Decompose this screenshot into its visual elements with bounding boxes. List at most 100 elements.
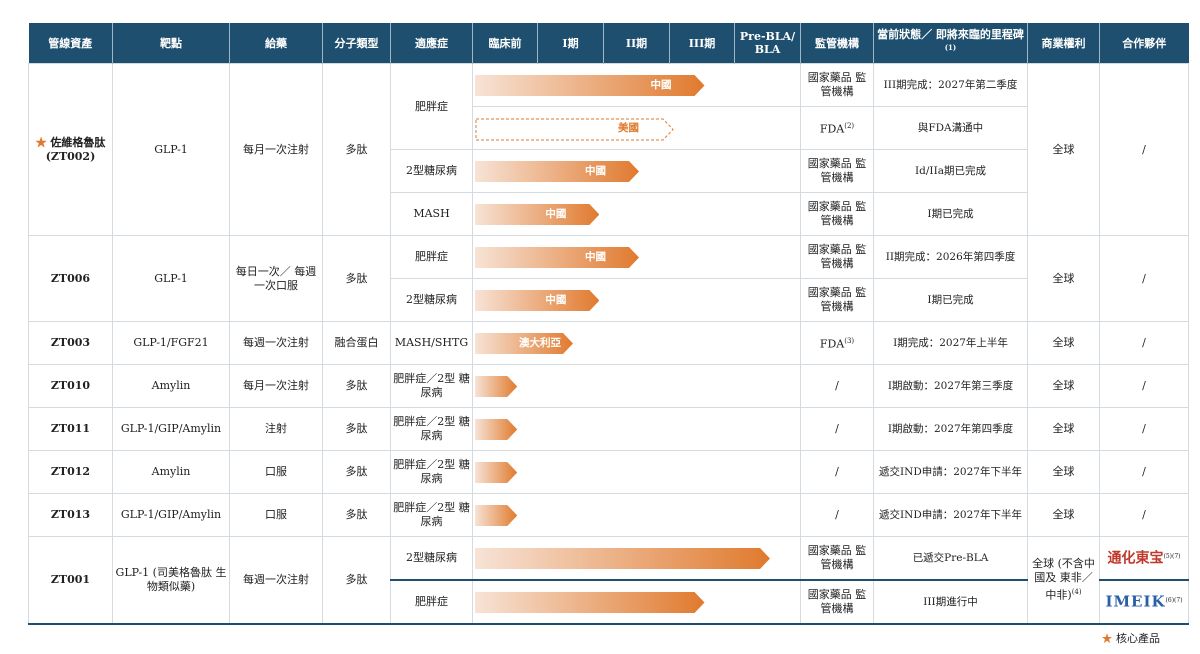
modality-cell: 多肽 — [322, 407, 391, 451]
header-status-label: 當前狀態／ 即將來臨的里程碑 — [877, 28, 1024, 42]
regulator-cell: / — [800, 407, 874, 451]
table-row: 肥胖症 國家藥品 監管機構 III期進行中 IMEIK(6)(7) — [29, 579, 1189, 625]
asset-name: ZT011 — [50, 422, 91, 435]
table-row: 2型糖尿病 中國 國家藥品 監管機構 I期已完成 — [29, 278, 1189, 322]
region-label: 中國 — [545, 208, 567, 220]
stage-bar: 美國 — [475, 118, 674, 141]
regulator-text: 國家藥品 監管機構 — [807, 243, 867, 270]
rights-text: 全球 — [1052, 465, 1075, 478]
indication-cell: 肥胖症 — [390, 235, 473, 279]
regulator-cell: 國家藥品 監管機構 — [800, 579, 874, 625]
stage-bar-shape — [475, 161, 639, 182]
asset-cell: ZT001 — [28, 536, 113, 625]
status-cell: 遞交IND申請：2027年下半年 — [873, 450, 1028, 494]
partner-cell: / — [1099, 450, 1189, 494]
regulator-text: 國家藥品 監管機構 — [807, 200, 867, 227]
status-cell: I期啟動：2027年第三季度 — [873, 364, 1028, 408]
stage-bar-shape — [475, 247, 639, 268]
target-cell: GLP-1/GIP/Amylin — [112, 493, 230, 537]
rights-cell: 全球 — [1027, 235, 1100, 322]
stage-bar-shape — [475, 333, 573, 354]
header-dosing: 給藥 — [229, 23, 323, 64]
header-phase1: I期 — [537, 23, 604, 64]
stage-bar-shape — [475, 204, 600, 225]
status-cell: I期已完成 — [873, 192, 1028, 236]
stage-bar-shape — [475, 118, 674, 141]
partner-logo: 通化東宝 — [1107, 550, 1164, 567]
header-row: 管線資產 靶點 給藥 分子類型 適應症 臨床前 I期 II期 III期 Pre-… — [28, 23, 1189, 64]
stage-bar-cell: 中國 — [472, 278, 801, 322]
header-rights: 商業權利 — [1027, 23, 1100, 64]
stage-bar-shape — [475, 505, 518, 526]
rights-text: 全球 — [1052, 336, 1075, 349]
rights-text: 全球 — [1052, 271, 1075, 285]
regulator-text: 國家藥品 監管機構 — [807, 544, 867, 571]
modality-cell: 多肽 — [322, 235, 391, 322]
region-label: 中國 — [545, 294, 567, 306]
header-indication: 適應症 — [390, 23, 473, 64]
regulator-cell: FDA(3) — [800, 321, 874, 365]
asset-name: ZT001 — [50, 573, 91, 586]
stage-bar — [475, 462, 518, 483]
stage-bar-shape — [475, 592, 705, 613]
asset-cell: ★ 佐維格魯肽 (ZT002) — [28, 63, 113, 236]
regulator-cell: 國家藥品 監管機構 — [800, 536, 874, 581]
indication-cell: 肥胖症 — [390, 579, 473, 625]
stage-bar-cell — [472, 493, 801, 537]
header-status-note: (1) — [944, 43, 957, 53]
regulator-text: 國家藥品 監管機構 — [807, 286, 867, 313]
rights-text: 全球 (不含中國及 東非／中非) — [1032, 557, 1095, 602]
modality-cell: 多肽 — [322, 493, 391, 537]
partner-cell: / — [1099, 407, 1189, 451]
regulator-cell: / — [800, 493, 874, 537]
indication-cell: 2型糖尿病 — [390, 536, 473, 581]
header-regulator: 監管機構 — [800, 23, 874, 64]
indication-cell: 肥胖症／2型 糖尿病 — [390, 450, 473, 494]
rights-note: (4) — [1071, 588, 1082, 597]
asset-cell: ZT013 — [28, 493, 113, 537]
indication-cell: 肥胖症 — [390, 63, 473, 150]
table-row: 美國 FDA(2) 與FDA溝通中 — [29, 106, 1189, 150]
legend-text: 核心產品 — [1116, 632, 1160, 645]
partner-cell: 通化東宝(5)(7) — [1099, 536, 1189, 581]
header-asset: 管線資產 — [28, 23, 113, 64]
partner-cell: / — [1099, 63, 1189, 236]
stage-bar-shape — [475, 548, 770, 569]
modality-cell: 融合蛋白 — [322, 321, 391, 365]
header-partner: 合作夥伴 — [1099, 23, 1189, 64]
regulator-text: 國家藥品 監管機構 — [807, 71, 867, 98]
target-cell: GLP-1 — [112, 235, 230, 322]
dosing-cell: 口服 — [229, 493, 323, 537]
header-phase2: II期 — [603, 23, 670, 64]
stage-bar-shape — [475, 462, 518, 483]
regulator-cell: / — [800, 364, 874, 408]
star-icon: ★ — [35, 135, 51, 149]
stage-bar-cell — [472, 579, 801, 625]
regulator-text: / — [835, 465, 839, 478]
rights-cell: 全球 — [1027, 407, 1100, 451]
region-label: 中國 — [650, 79, 672, 91]
partner-cell: / — [1099, 321, 1189, 365]
rights-cell: 全球 — [1027, 63, 1100, 236]
dosing-cell: 每週一次注射 — [229, 321, 323, 365]
asset-cell: ZT012 — [28, 450, 113, 494]
stage-bar-cell: 澳大利亞 — [472, 321, 801, 365]
indication-cell: MASH — [390, 192, 473, 236]
star-icon: ★ — [1101, 632, 1113, 645]
regulator-cell: FDA(2) — [800, 106, 874, 150]
asset-cell: ZT010 — [28, 364, 113, 408]
stage-bar-cell — [472, 407, 801, 451]
stage-bar — [475, 419, 518, 440]
stage-bar-shape — [475, 419, 518, 440]
header-preclinical: 臨床前 — [472, 23, 538, 64]
dosing-cell: 每月一次注射 — [229, 364, 323, 408]
table-row: ZT001 GLP-1 (司美格魯肽 生物類似藥) 每週一次注射 多肽 2型糖尿病 國家藥… — [28, 536, 1189, 625]
status-cell: 與FDA溝通中 — [873, 106, 1028, 150]
stage-bar-shape — [475, 290, 600, 311]
stage-bar-cell — [472, 364, 801, 408]
regulator-note: (3) — [844, 337, 855, 346]
partner-logo: IMEIK — [1105, 592, 1166, 611]
stage-bar-shape — [475, 376, 518, 397]
regulator-cell: 國家藥品 監管機構 — [800, 63, 874, 107]
stage-bar-cell: 中國 — [472, 63, 801, 107]
